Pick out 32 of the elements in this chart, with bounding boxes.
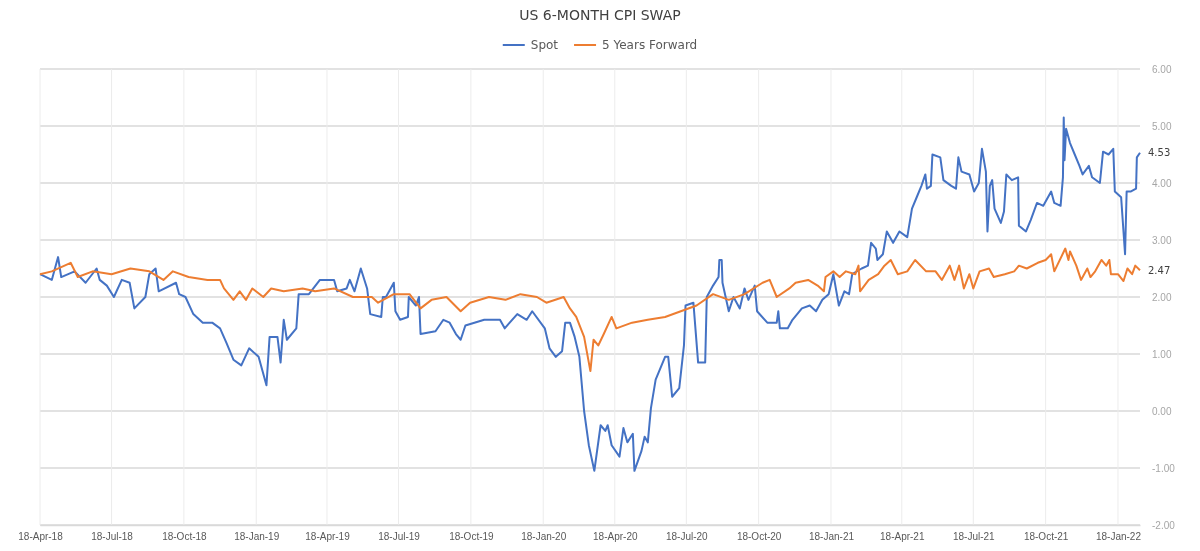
x-tick-label: 18-Apr-19 <box>305 531 351 543</box>
legend-label: 5 Years Forward <box>602 38 698 53</box>
y-tick-label: 1.00 <box>1152 348 1172 360</box>
line-series <box>39 247 1141 373</box>
x-tick-label: 18-Jan-21 <box>808 531 855 543</box>
legend-label: Spot <box>530 38 559 53</box>
x-tick-label: 18-Oct-19 <box>449 531 495 543</box>
x-tick-label: 18-Jul-21 <box>952 531 996 543</box>
y-tick-label: 4.00 <box>1152 177 1172 189</box>
x-tick-label: 18-Oct-20 <box>736 531 782 543</box>
x-tick-label: 18-Jul-18 <box>91 531 134 543</box>
x-tick-label: 18-Apr-20 <box>593 531 638 543</box>
x-tick-label: 18-Apr-18 <box>18 531 64 543</box>
x-tick-label: 18-Jan-20 <box>521 531 567 543</box>
annotation: 2.47 <box>1148 264 1171 276</box>
y-tick-label: 3.00 <box>1152 234 1172 246</box>
y-tick-label: 5.00 <box>1152 120 1172 132</box>
x-tick-label: 18-Jul-19 <box>378 531 421 543</box>
line-series <box>39 116 1141 472</box>
chart-title: US 6-MONTH CPI SWAP <box>519 7 681 23</box>
y-tick-label: 0.00 <box>1152 405 1172 417</box>
x-tick-label: 18-Oct-18 <box>162 531 208 543</box>
y-tick-label: 2.00 <box>1152 291 1172 303</box>
y-tick-label: 6.00 <box>1152 63 1172 75</box>
x-tick-label: 18-Apr-21 <box>880 531 925 543</box>
x-tick-label: 18-Oct-21 <box>1023 531 1069 543</box>
y-tick-label: -2.00 <box>1152 519 1176 531</box>
x-tick-label: 18-Jan-22 <box>1095 531 1142 543</box>
y-tick-label: -1.00 <box>1152 462 1176 474</box>
x-tick-label: 18-Jul-20 <box>665 531 709 543</box>
x-tick-label: 18-Jan-19 <box>234 531 280 543</box>
annotation: 4.53 <box>1148 147 1171 159</box>
